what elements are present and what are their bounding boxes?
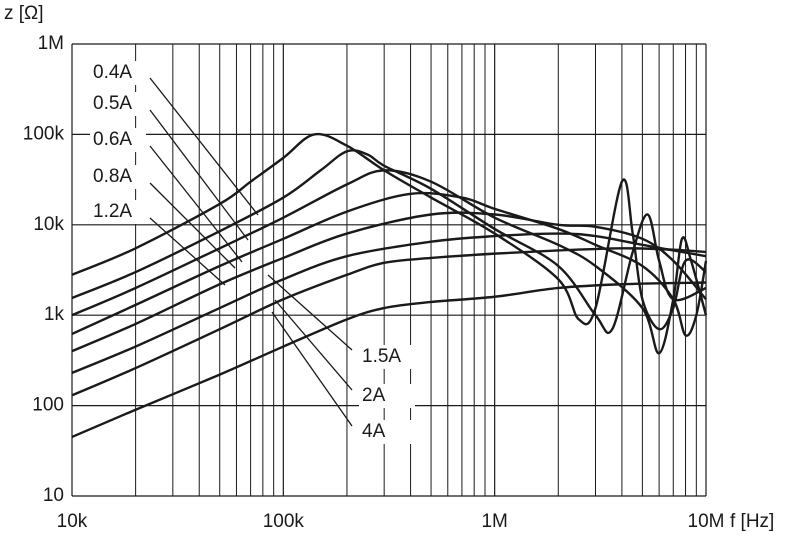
y-tick-label: 10k — [33, 214, 64, 235]
leader-line — [274, 299, 353, 391]
label-box — [90, 61, 146, 85]
y-tick-label: 100k — [23, 123, 65, 144]
x-tick-label: 10M — [688, 511, 725, 532]
series-label: 2A — [362, 385, 386, 406]
x-tick-label: 10k — [57, 511, 88, 532]
series-label: 1.5A — [362, 346, 401, 367]
series-label: 0.8A — [93, 166, 132, 187]
curve — [71, 211, 707, 353]
series-label: 0.5A — [93, 93, 132, 114]
x-tick-label: 1M — [481, 511, 507, 532]
leader-line — [271, 311, 353, 427]
curve — [71, 247, 707, 397]
label-box — [90, 165, 146, 189]
label-box — [90, 200, 146, 224]
x-tick-label: 100k — [263, 511, 305, 532]
curve — [71, 191, 708, 337]
y-tick-label: 10 — [43, 485, 64, 506]
curve — [71, 232, 707, 375]
x-axis-label: f [Hz] — [730, 511, 774, 532]
series-label: 1.2A — [93, 201, 132, 222]
y-tick-label: 1M — [38, 33, 64, 54]
y-axis-label: z [Ω] — [4, 3, 44, 24]
series-label: 0.4A — [93, 62, 132, 83]
label-box — [90, 128, 146, 152]
leader-line — [149, 77, 259, 216]
leader-line — [149, 145, 243, 263]
leader-line — [267, 274, 353, 351]
curve — [71, 169, 708, 355]
label-box — [359, 384, 415, 408]
leader-line — [149, 182, 236, 269]
leader-line — [149, 217, 226, 286]
curve — [71, 149, 707, 335]
label-box — [90, 92, 146, 116]
label-box — [359, 420, 415, 444]
y-tick-label: 100 — [32, 395, 64, 416]
y-tick-label: 1k — [44, 304, 65, 325]
series-label: 0.6A — [93, 129, 132, 150]
series-label: 4A — [362, 421, 386, 442]
label-box — [359, 345, 415, 369]
curve — [71, 281, 707, 439]
curve — [71, 132, 707, 331]
leader-line — [149, 109, 249, 241]
